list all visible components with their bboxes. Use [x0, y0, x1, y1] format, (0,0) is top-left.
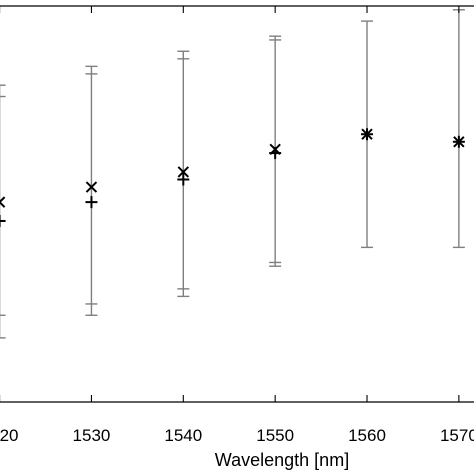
marker-x-1540: [177, 166, 190, 178]
marker-plus-1550: [269, 147, 282, 160]
x-ticks: 1520 1530 1540 1550 1560 1570: [0, 6, 474, 445]
axes: [0, 5, 474, 403]
marker-plus-1540: [177, 173, 190, 186]
data-markers: [0, 128, 465, 227]
marker-plus-1520: [0, 214, 6, 227]
x-axis-label: Wavelength [nm]: [215, 450, 349, 470]
x-tick-label-1520: 1520: [0, 426, 19, 445]
marker-x-1530: [85, 181, 98, 193]
error-bars: [0, 9, 465, 339]
marker-stroke: [85, 181, 98, 193]
marker-plus-1570: [452, 135, 465, 148]
x-tick-label-1540: 1540: [164, 426, 202, 445]
marker-plus-1560: [361, 128, 374, 141]
x-tick-label-1560: 1560: [348, 426, 386, 445]
marker-stroke: [177, 166, 190, 178]
marker-stroke: [0, 201, 6, 208]
marker-stroke: [0, 196, 6, 204]
x-tick-label-1530: 1530: [73, 426, 111, 445]
x-tick-label-1570: 1570: [440, 426, 474, 445]
marker-plus-1530: [85, 196, 98, 209]
x-tick-label-1550: 1550: [256, 426, 294, 445]
marker-x-1520: [0, 196, 6, 208]
